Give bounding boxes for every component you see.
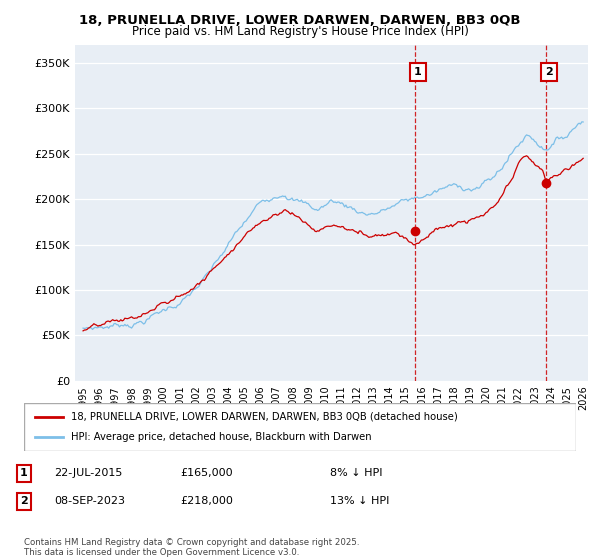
Text: HPI: Average price, detached house, Blackburn with Darwen: HPI: Average price, detached house, Blac… [71, 432, 371, 442]
Text: 1: 1 [414, 67, 422, 77]
Text: 18, PRUNELLA DRIVE, LOWER DARWEN, DARWEN, BB3 0QB: 18, PRUNELLA DRIVE, LOWER DARWEN, DARWEN… [79, 14, 521, 27]
Text: 13% ↓ HPI: 13% ↓ HPI [330, 496, 389, 506]
Text: 2: 2 [545, 67, 553, 77]
Text: £218,000: £218,000 [180, 496, 233, 506]
Text: Contains HM Land Registry data © Crown copyright and database right 2025.
This d: Contains HM Land Registry data © Crown c… [24, 538, 359, 557]
Text: £165,000: £165,000 [180, 468, 233, 478]
FancyBboxPatch shape [24, 403, 576, 451]
Text: 22-JUL-2015: 22-JUL-2015 [54, 468, 122, 478]
Text: 8% ↓ HPI: 8% ↓ HPI [330, 468, 383, 478]
Text: 2: 2 [20, 496, 28, 506]
Text: 1: 1 [20, 468, 28, 478]
Text: 08-SEP-2023: 08-SEP-2023 [54, 496, 125, 506]
Text: 18, PRUNELLA DRIVE, LOWER DARWEN, DARWEN, BB3 0QB (detached house): 18, PRUNELLA DRIVE, LOWER DARWEN, DARWEN… [71, 412, 458, 422]
Text: Price paid vs. HM Land Registry's House Price Index (HPI): Price paid vs. HM Land Registry's House … [131, 25, 469, 38]
